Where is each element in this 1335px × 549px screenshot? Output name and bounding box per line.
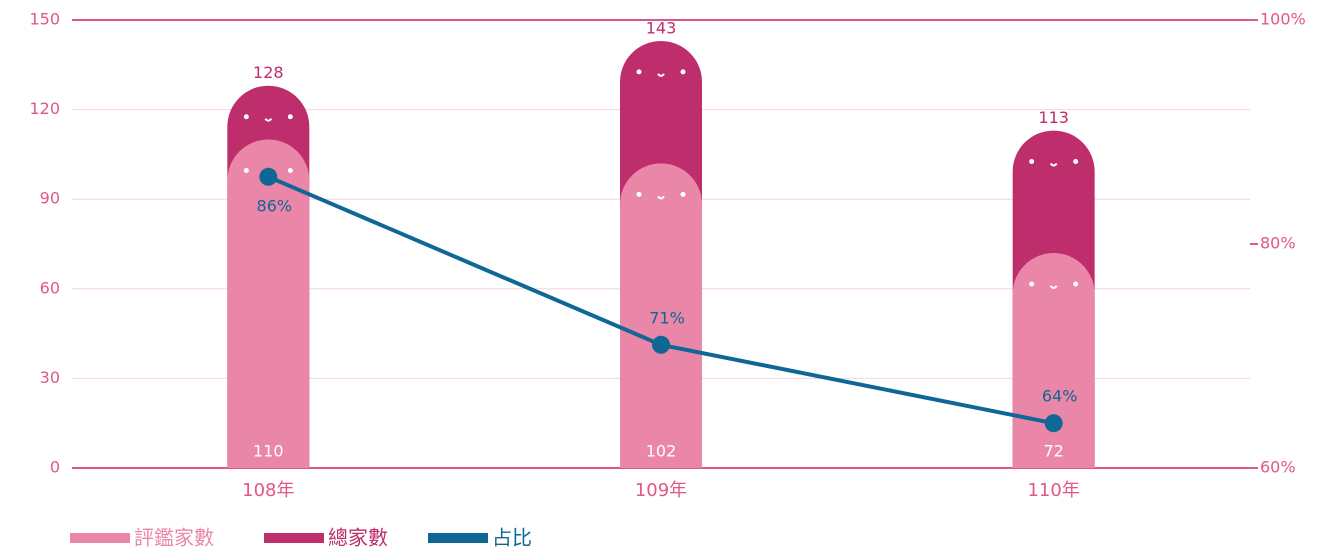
bar-face-eye bbox=[681, 69, 686, 74]
legend-swatch bbox=[70, 533, 130, 543]
bar-face-eye bbox=[244, 114, 249, 119]
line-point bbox=[652, 336, 670, 354]
line-point bbox=[259, 168, 277, 186]
y2-tick-label: 60% bbox=[1260, 458, 1296, 477]
bar-value-label: 72 bbox=[1043, 442, 1063, 461]
y-tick-label: 90 bbox=[40, 189, 60, 208]
y2-tick-label: 80% bbox=[1260, 234, 1296, 253]
y-tick-label: 30 bbox=[40, 368, 60, 387]
bar-value-label: 113 bbox=[1038, 108, 1069, 127]
bar-face-eye bbox=[637, 192, 642, 197]
bar-face-eye bbox=[681, 192, 686, 197]
bar-face-eye bbox=[1029, 281, 1034, 286]
bar-face-eye bbox=[1073, 281, 1078, 286]
legend-swatch bbox=[428, 533, 488, 543]
bar-value-label: 102 bbox=[646, 442, 677, 461]
legend-label: 評鑑家數 bbox=[134, 526, 214, 549]
x-tick-label: 108年 bbox=[242, 480, 294, 501]
bar-face-eye bbox=[288, 168, 293, 173]
bar-face-eye bbox=[288, 114, 293, 119]
legend-label: 總家數 bbox=[328, 526, 388, 549]
bar-face-eye bbox=[1029, 159, 1034, 164]
bar-face-eye bbox=[637, 69, 642, 74]
line-value-label: 71% bbox=[649, 308, 685, 327]
bar-value-label: 110 bbox=[253, 442, 284, 461]
legend-label: 占比 bbox=[492, 526, 532, 549]
legend-swatch bbox=[264, 533, 324, 543]
bar bbox=[1013, 253, 1095, 468]
bar-face-eye bbox=[244, 168, 249, 173]
line-value-label: 64% bbox=[1042, 387, 1078, 406]
bar-value-label: 128 bbox=[253, 63, 284, 82]
line-value-label: 86% bbox=[257, 196, 293, 215]
chart: 0 30 60 90 120 150 60% 80% 100% 128 143 113 110 102 72… bbox=[0, 0, 1335, 549]
y-tick-label: 150 bbox=[29, 10, 60, 29]
y2-tick-label: 100% bbox=[1260, 10, 1306, 29]
y-tick-label: 0 bbox=[50, 458, 60, 477]
x-tick-label: 110年 bbox=[1027, 480, 1079, 501]
bar-face-eye bbox=[1073, 159, 1078, 164]
line-point bbox=[1045, 414, 1063, 432]
bar-value-label: 143 bbox=[646, 18, 677, 37]
y-tick-label: 60 bbox=[40, 278, 60, 297]
y-tick-label: 120 bbox=[29, 99, 60, 118]
x-tick-label: 109年 bbox=[635, 480, 687, 501]
